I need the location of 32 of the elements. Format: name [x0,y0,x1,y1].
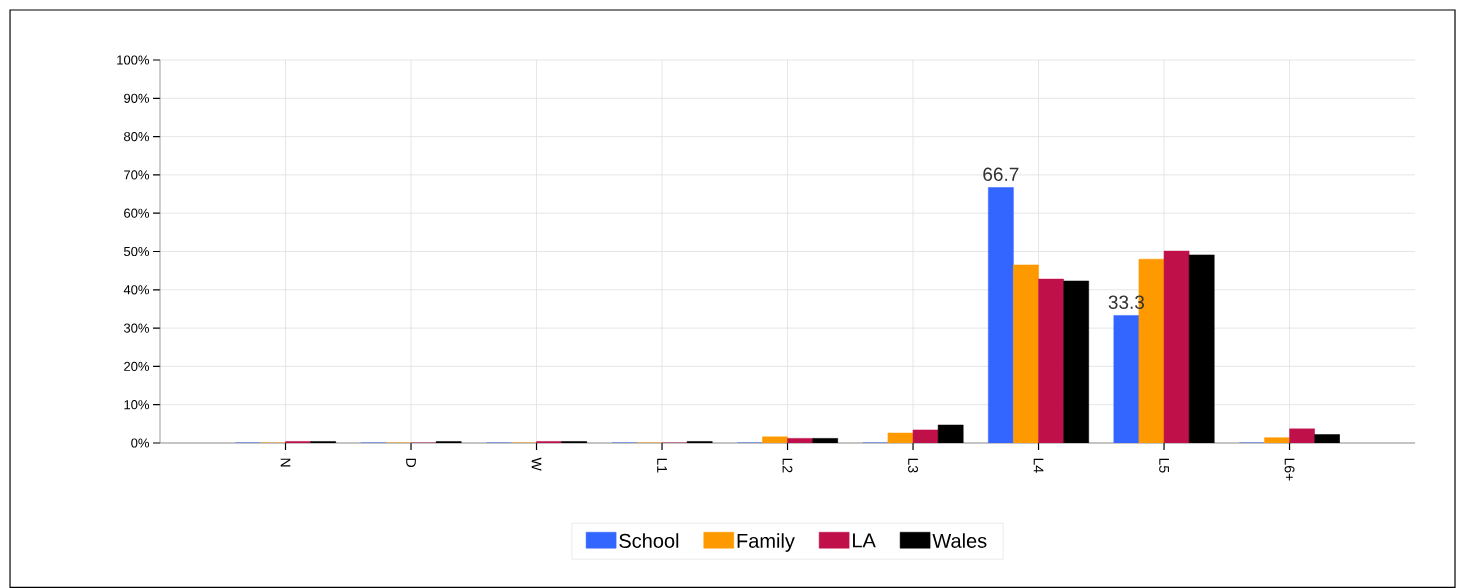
legend-label: LA [853,533,876,548]
x-tick-label: L3 [908,458,918,473]
bar [1113,315,1140,443]
bar [988,187,1014,443]
x-tick-label: L5 [1159,458,1169,473]
y-tick-label: 30% [123,323,150,333]
x-tick-label: N [280,458,291,467]
legend-label: Wales [932,533,987,548]
x-tick-label: W [531,457,542,471]
y-tick-label: 20% [124,361,150,371]
x-tick-label: L2 [782,458,793,473]
y-tick-label: 10% [124,400,150,410]
y-tick-label: 90% [124,93,150,103]
y-tick-label: 40% [123,285,150,295]
bar [812,438,838,443]
y-tick-label: 0% [131,438,150,448]
y-tick-label: 100% [117,55,150,65]
legend-label: Family [737,533,795,552]
x-tick-label: L4 [1033,458,1044,473]
y-tick-label: 80% [124,131,150,142]
bar [1314,434,1340,443]
bar [937,424,964,443]
y-tick-label: 50% [123,246,150,257]
bar [1063,280,1089,443]
y-tick-label: 70% [124,170,150,180]
legend-label: School [619,533,679,548]
x-tick-label: L1 [657,458,667,473]
x-tick-label: D [406,458,416,467]
x-tick-label: L6+ [1284,458,1295,481]
y-tick-label: 60% [124,208,150,218]
data-label: 66.7 [983,167,1019,181]
bar [1188,254,1215,443]
